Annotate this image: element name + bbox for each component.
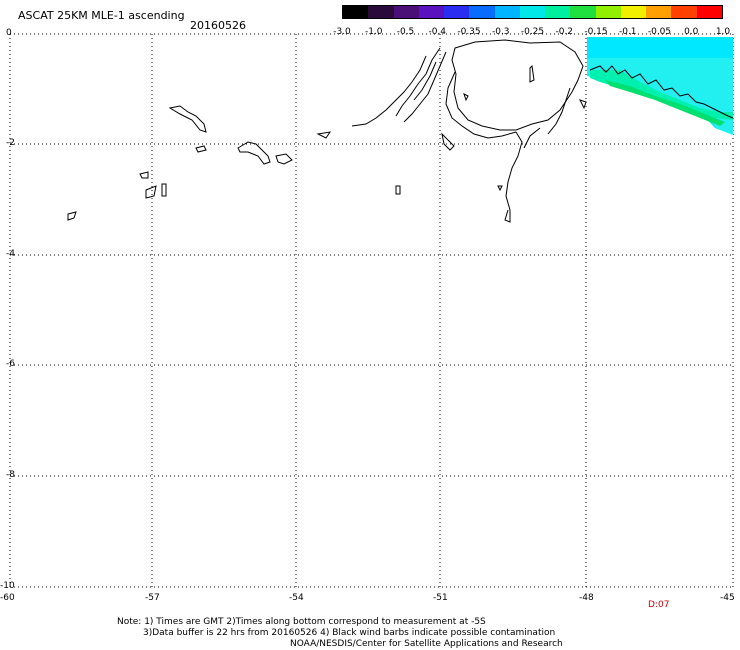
y-axis-label-4: -8 (6, 470, 15, 480)
x-axis-label-1: -57 (145, 593, 160, 603)
note-line-3: NOAA/NESDIS/Center for Satellite Applica… (290, 639, 563, 649)
scale-swatch-12 (646, 6, 672, 18)
scale-label-0: -3.0 (333, 27, 351, 37)
scale-swatch-13 (671, 6, 697, 18)
coastline (67, 39, 587, 223)
color-scale-bar (342, 5, 723, 19)
x-axis-label-2: -54 (289, 593, 304, 603)
y-axis-label-0: 0 (6, 28, 12, 38)
scale-swatch-1 (368, 6, 394, 18)
scale-swatch-5 (469, 6, 495, 18)
y-axis-label-5: -10 (0, 581, 15, 591)
y-axis-label-3: -6 (6, 359, 15, 369)
scale-label-11: 0.0 (684, 27, 699, 37)
scale-label-6: -0.25 (520, 27, 545, 37)
scale-swatch-9 (570, 6, 596, 18)
scale-swatch-8 (545, 6, 571, 18)
note-line-1: Note: 1) Times are GMT 2)Times along bot… (117, 617, 486, 627)
scale-label-4: -0.35 (457, 27, 481, 37)
scale-label-8: -0.15 (584, 27, 608, 37)
product-date: 20160526 (190, 19, 246, 32)
scale-swatch-2 (393, 6, 419, 18)
scale-swatch-0 (343, 6, 369, 18)
wind-data-swath (587, 37, 734, 135)
scale-label-5: -0.3 (491, 27, 510, 37)
note-line-2: 3)Data buffer is 22 hrs from 20160526 4)… (143, 628, 556, 638)
x-axis-label-0: -60 (0, 593, 15, 603)
scale-swatch-3 (418, 6, 445, 18)
scale-swatch-11 (620, 6, 647, 18)
x-axis-label-4: -48 (579, 593, 594, 603)
x-axis-label-3: -51 (433, 593, 448, 603)
y-axis-label-1: -2 (6, 138, 15, 148)
scale-label-3: -0.4 (428, 27, 447, 37)
scale-label-7: -0.2 (555, 27, 574, 37)
y-axis-label-2: -4 (6, 249, 15, 259)
x-axis-label-5: -45 (720, 593, 735, 603)
scale-label-10: -0.05 (647, 27, 672, 37)
scale-label-2: -0.5 (396, 27, 415, 37)
scale-swatch-10 (595, 6, 621, 18)
data-time-label: D:07 (648, 600, 670, 610)
scale-label-12: 1.0 (715, 27, 731, 37)
scale-swatch-7 (519, 6, 546, 18)
scale-label-9: -0.1 (618, 27, 637, 37)
scale-label-1: -1.0 (364, 27, 383, 37)
map-grid (9, 33, 734, 588)
scale-swatch-6 (494, 6, 520, 18)
product-title: ASCAT 25KM MLE-1 ascending (18, 9, 185, 22)
scale-swatch-4 (444, 6, 470, 18)
scale-swatch-14 (696, 6, 722, 18)
color-scale-labels: -3.0 -1.0 -0.5 -0.4 -0.35 -0.3 -0.25 -0.2 -0.15-… (330, 27, 740, 39)
